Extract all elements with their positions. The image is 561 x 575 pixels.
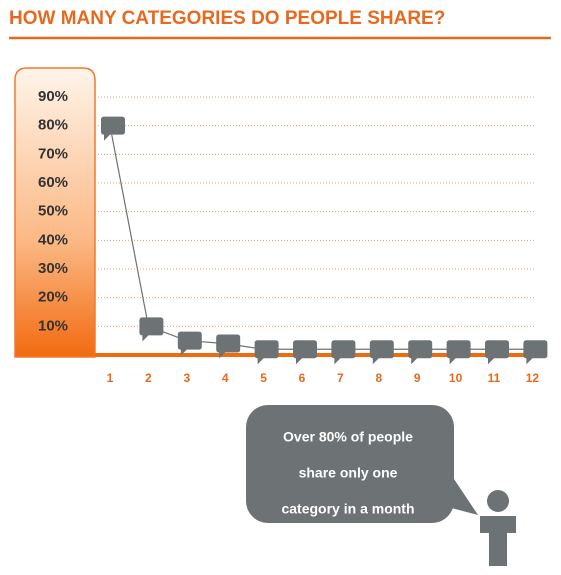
x-tick-label: 8: [375, 371, 382, 385]
annotation-line: share only one: [299, 465, 398, 481]
callout-bubble: [246, 405, 454, 523]
point-marker: [101, 116, 125, 141]
y-tick-label: 90%: [38, 88, 68, 105]
y-tick-label: 70%: [38, 145, 68, 162]
x-tick-label: 2: [145, 371, 152, 385]
x-tick-label: 6: [299, 371, 306, 385]
x-tick-label: 5: [260, 371, 267, 385]
y-tick-label: 50%: [38, 203, 68, 220]
x-tick-label: 10: [449, 371, 463, 385]
point-marker: [216, 334, 241, 359]
series-line: [109, 125, 533, 350]
point-marker: [177, 331, 202, 356]
point-marker: [331, 340, 356, 365]
y-tick-label: 40%: [38, 231, 68, 248]
person-head: [487, 490, 509, 512]
person-body: [480, 516, 516, 566]
x-tick-label: 12: [526, 371, 540, 385]
annotation-line: category in a month: [281, 501, 414, 517]
x-tick-label: 9: [414, 371, 421, 385]
point-marker: [254, 340, 279, 365]
callout-tail: [440, 470, 478, 515]
x-tick-label: 3: [183, 371, 190, 385]
y-tick-label: 30%: [38, 260, 68, 277]
point-marker: [139, 317, 164, 342]
y-tick-label: 20%: [38, 289, 68, 306]
point-marker: [369, 340, 394, 365]
x-tick-label: 11: [488, 371, 501, 385]
chart-title: HOW MANY CATEGORIES DO PEOPLE SHARE?: [9, 8, 445, 29]
point-marker: [293, 340, 317, 365]
x-tick-label: 1: [107, 371, 114, 385]
y-tick-label: 80%: [38, 117, 68, 134]
y-tick-label: 10%: [38, 317, 68, 334]
x-tick-label: 7: [337, 371, 344, 385]
annotation-line: Over 80% of people: [283, 429, 413, 445]
x-tick-label: 4: [222, 371, 229, 385]
point-marker: [523, 340, 548, 365]
axis-panel: [14, 67, 96, 358]
point-marker: [408, 340, 433, 365]
point-marker: [485, 340, 509, 365]
point-marker: [446, 340, 471, 365]
y-tick-label: 60%: [38, 174, 68, 191]
